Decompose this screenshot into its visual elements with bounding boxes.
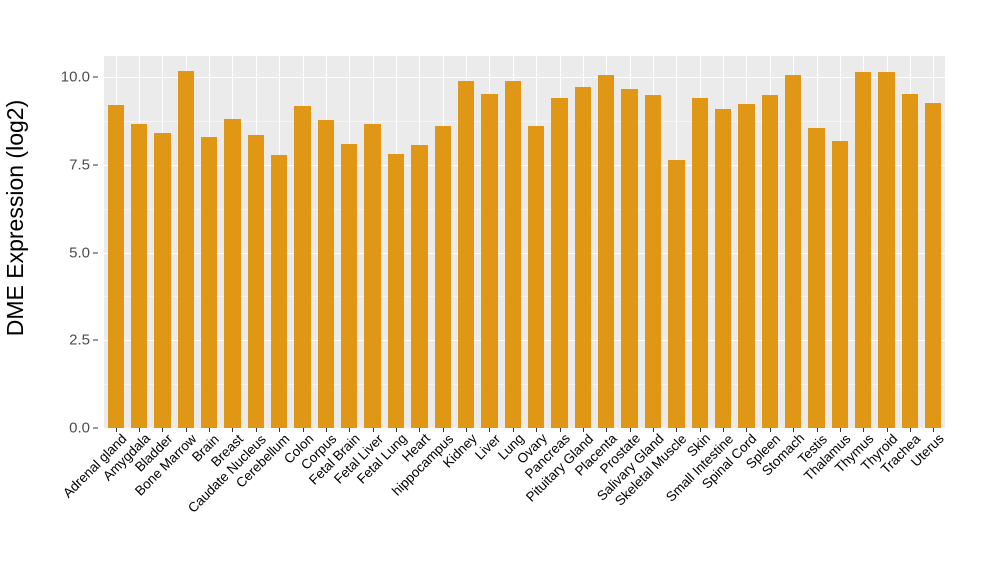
bar [528, 126, 545, 428]
bar [691, 97, 708, 428]
x-tick-mark [419, 428, 421, 432]
x-tick-mark [232, 428, 234, 432]
x-axis: Adrenal gland Amygdala Bladder Bone Marrow B… [60, 428, 947, 578]
y-axis-title: DME Expression (log2) [1, 99, 28, 337]
bar [644, 95, 662, 428]
x-tick-mark [302, 428, 304, 432]
x-tick-mark [325, 428, 327, 432]
bar [317, 119, 335, 428]
x-tick-mark [185, 428, 187, 432]
bar [574, 86, 592, 428]
x-tick-mark [769, 428, 771, 432]
y-tick-label: 0.0 [69, 419, 90, 437]
bar [387, 153, 405, 428]
x-tick-mark [676, 428, 678, 432]
x-tick-mark [115, 428, 117, 432]
bar [621, 89, 638, 428]
bar [714, 109, 732, 428]
bar [481, 93, 498, 428]
x-tick-mark [442, 428, 444, 432]
gridline-horizontal-major [104, 77, 945, 79]
bar [224, 119, 241, 428]
bar [761, 95, 778, 428]
x-tick-mark [396, 428, 397, 432]
y-tick-mark [93, 164, 98, 166]
y-axis-tick-labels: 0.0 2.5 5.0 7.5 10.0 [40, 0, 98, 580]
bar [808, 127, 825, 428]
x-tick-mark [839, 428, 841, 432]
bar [878, 72, 895, 428]
bar [247, 135, 264, 428]
bar [504, 81, 521, 428]
y-tick-label: 7.5 [69, 156, 90, 174]
bar [177, 70, 194, 428]
x-tick-mark [372, 428, 374, 432]
bar [784, 74, 802, 428]
x-tick-mark [279, 428, 281, 432]
y-tick-mark [93, 76, 98, 78]
y-tick-mark [93, 339, 98, 341]
y-tick-label: 10.0 [60, 68, 90, 86]
x-tick-mark [652, 428, 654, 432]
y-tick-label: 2.5 [69, 331, 90, 349]
bar [411, 145, 428, 428]
gridline-horizontal-minor [104, 208, 945, 210]
bar [598, 74, 615, 428]
bar [294, 106, 311, 428]
x-tick-mark [699, 428, 701, 432]
x-tick-mark [255, 428, 257, 432]
x-tick-mark [582, 428, 584, 432]
x-tick-mark [816, 428, 818, 432]
x-tick-mark [139, 428, 141, 432]
bar [364, 123, 381, 428]
x-tick-mark [606, 428, 608, 432]
x-tick-mark [909, 428, 911, 432]
x-tick-mark [489, 428, 491, 432]
x-tick-mark [536, 428, 538, 432]
bar [341, 143, 358, 428]
x-tick-mark [886, 428, 888, 432]
y-tick-mark [93, 252, 98, 254]
bar [457, 81, 475, 428]
gridline-horizontal-major [104, 340, 945, 342]
bar [107, 105, 124, 428]
x-tick-mark [723, 428, 725, 432]
bar [551, 98, 568, 428]
gridline-horizontal-minor [104, 296, 945, 297]
x-tick-mark [466, 428, 468, 432]
plot-panel [104, 56, 945, 428]
bar [154, 132, 171, 428]
gridline-horizontal-major [104, 252, 945, 254]
x-tick-mark [512, 428, 514, 432]
x-tick-mark [559, 428, 561, 432]
x-tick-mark [629, 428, 631, 432]
x-tick-mark [793, 428, 795, 432]
bar [738, 104, 755, 428]
bar [200, 137, 218, 428]
bar [434, 125, 451, 428]
x-tick-mark [863, 428, 865, 432]
bar [925, 103, 942, 428]
y-tick-label: 5.0 [69, 244, 90, 262]
x-tick-mark [209, 428, 211, 432]
gridline-horizontal-major [104, 164, 945, 166]
x-tick-mark [933, 428, 935, 432]
bar [668, 160, 685, 428]
bar [855, 72, 872, 428]
x-tick-mark [746, 428, 748, 432]
gridline-horizontal-minor [104, 384, 945, 385]
bar [831, 141, 849, 428]
y-tick-mark [93, 427, 98, 429]
x-tick-mark [162, 428, 164, 432]
x-tick-mark [349, 428, 351, 432]
bar [271, 155, 288, 428]
x-tick-label: Liver [471, 430, 504, 463]
bars-group [104, 56, 945, 428]
bar [130, 124, 148, 428]
gridline-horizontal-minor [104, 120, 945, 122]
bar [901, 94, 919, 428]
